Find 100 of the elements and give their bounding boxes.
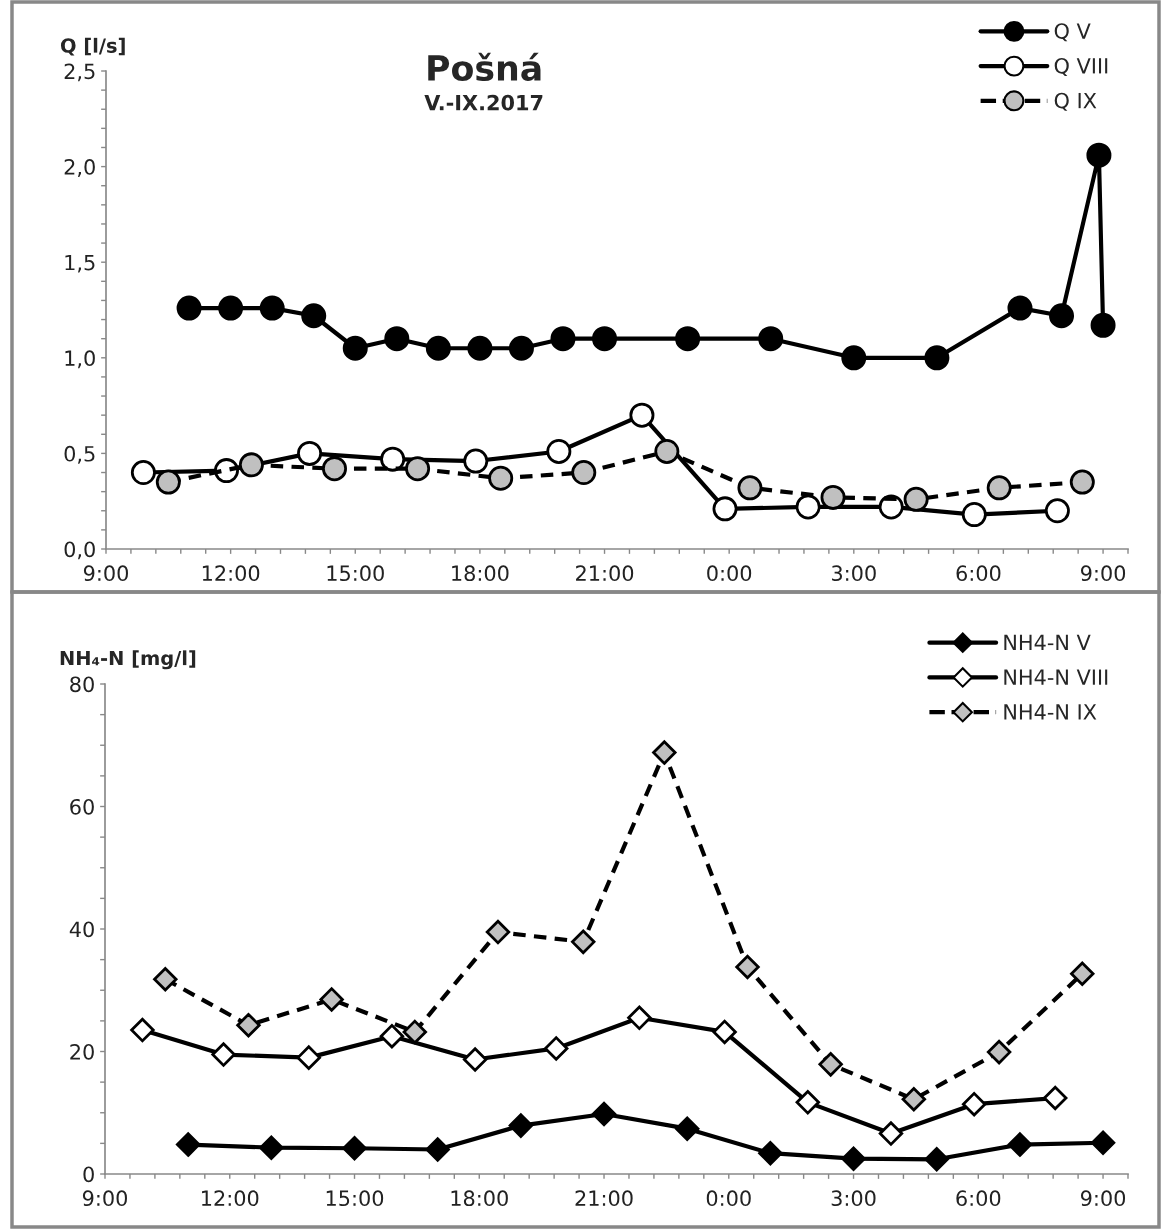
point: [629, 402, 655, 428]
point: [130, 460, 156, 486]
point: [986, 475, 1012, 501]
point: [903, 486, 929, 512]
point: [841, 345, 867, 371]
point: [592, 326, 618, 352]
x-tick-label: 9:00: [1080, 1190, 1126, 1207]
x-tick-label: 12:00: [202, 1190, 259, 1207]
point: [297, 440, 323, 466]
point: [319, 987, 344, 1012]
point: [795, 1090, 820, 1115]
point: [627, 1005, 652, 1031]
y-tick-label: 1,0: [65, 350, 95, 369]
point: [758, 326, 784, 352]
y-tick-label: 80: [70, 676, 94, 693]
x-tick-label: 0:00: [706, 1190, 751, 1207]
x-tick-label: 18:00: [452, 565, 509, 582]
point: [1043, 1085, 1068, 1111]
point: [175, 1132, 201, 1157]
point: [342, 335, 368, 361]
y-tick-label: 0,0: [64, 541, 95, 560]
point: [380, 446, 406, 472]
point: [488, 465, 514, 491]
point: [820, 484, 846, 510]
point: [153, 967, 178, 992]
point: [485, 919, 511, 945]
point: [379, 1023, 405, 1049]
point: [878, 1121, 904, 1146]
point: [924, 1147, 949, 1172]
x-tick-label: 9:00: [82, 1190, 128, 1207]
legend-label: NH4-N IX: [1004, 704, 1097, 720]
text: V.-IX.2017: [424, 94, 543, 111]
y-tick-label: 40: [69, 921, 94, 938]
point: [236, 1012, 261, 1038]
point: [218, 295, 244, 321]
x-tick-label: 9:00: [83, 565, 129, 582]
point: [463, 448, 489, 474]
point: [384, 326, 410, 352]
x-tick-label: 21:00: [575, 1190, 633, 1207]
point: [571, 460, 597, 486]
point: [425, 1137, 450, 1162]
x-tick-label: 15:00: [327, 565, 384, 582]
point: [1007, 1132, 1033, 1157]
point: [571, 929, 596, 955]
point: [986, 1039, 1012, 1065]
point: [425, 335, 451, 361]
point: [818, 1052, 843, 1077]
point: [467, 335, 493, 361]
point: [841, 1146, 866, 1171]
point: [675, 326, 701, 352]
x-tick-label: 18:00: [451, 1190, 508, 1207]
point: [155, 469, 181, 495]
point: [652, 740, 677, 765]
point: [259, 1135, 284, 1160]
point: [1070, 961, 1095, 986]
point: [402, 1019, 427, 1045]
x-tick-label: 3:00: [831, 1190, 876, 1207]
legend-label: Q VIII: [1054, 57, 1108, 77]
x-tick-label: 21:00: [576, 565, 634, 582]
y-tick-label: 0: [83, 1166, 94, 1183]
point: [296, 1045, 321, 1070]
legend-label: Q IX: [1054, 92, 1097, 111]
y-tick-label: 2,5: [64, 63, 95, 82]
point: [1090, 312, 1116, 338]
point: [508, 335, 534, 361]
point: [675, 1116, 700, 1141]
point: [654, 438, 680, 464]
point: [176, 295, 202, 321]
point: [321, 456, 347, 482]
x-tick-label: 15:00: [326, 1190, 384, 1207]
x-tick-label: 6:00: [956, 565, 1001, 582]
point: [1044, 498, 1070, 524]
point: [550, 326, 576, 352]
point: [735, 954, 760, 980]
point: [544, 1036, 569, 1061]
y-tick-label: 0,5: [64, 445, 95, 464]
legend-label: NH4-N VIII: [1004, 669, 1108, 685]
y-tick-label: 20: [70, 1043, 94, 1060]
y-tick-label: 60: [70, 798, 94, 815]
point: [737, 475, 763, 501]
y-axis-title: Q [l/s]: [60, 37, 125, 56]
y-tick-label: 2,0: [64, 159, 95, 177]
x-tick-label: 9:00: [1080, 565, 1126, 582]
point: [405, 456, 431, 482]
x-tick-label: 0:00: [707, 565, 752, 582]
x-tick-label: 6:00: [956, 1190, 1001, 1207]
chart-title: Pošná: [428, 52, 541, 82]
x-tick-label: 3:00: [832, 565, 876, 582]
point: [1069, 469, 1095, 495]
point: [301, 303, 327, 329]
point: [1007, 295, 1033, 321]
point: [591, 1101, 617, 1127]
point: [462, 1047, 488, 1072]
point: [712, 496, 738, 522]
point: [238, 452, 264, 478]
point: [961, 502, 987, 528]
point: [130, 1017, 155, 1043]
point: [795, 494, 821, 520]
point: [546, 438, 572, 464]
y-tick-label: 1,5: [65, 254, 95, 273]
